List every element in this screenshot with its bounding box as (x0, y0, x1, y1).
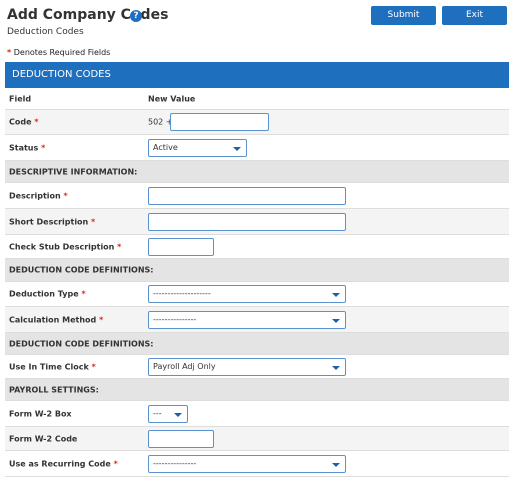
required-mark: * (113, 459, 118, 468)
required-mark: * (81, 289, 86, 299)
label-text: Form W-2 Code (9, 434, 78, 443)
group-header: DEDUCTION CODE DEFINITIONS: (5, 259, 509, 282)
required-mark: * (117, 242, 122, 251)
required-mark: * (41, 143, 46, 152)
group-header: PAYROLL SETTINGS: (5, 379, 509, 401)
form-row: Deduction Type * -------------------- (5, 282, 509, 307)
subtitle: Deduction Codes (7, 27, 84, 37)
exit-button[interactable]: Exit (442, 6, 507, 25)
field-label: Short Description * (9, 217, 95, 226)
text-input[interactable] (148, 212, 346, 231)
label-text: Short Description (9, 217, 89, 226)
required-mark: * (34, 117, 39, 127)
label-text: Use as Recurring Code (9, 459, 111, 468)
label-text: Code (9, 117, 32, 127)
form-row: Form W-2 Box --- (5, 401, 509, 427)
form-row: Description * (5, 183, 509, 209)
select[interactable]: --------------- (148, 454, 346, 473)
group-label: DEDUCTION CODE DEFINITIONS: (9, 339, 154, 348)
field-label: Calculation Method * (9, 315, 103, 324)
field-label: Use as Recurring Code * (9, 459, 118, 468)
select[interactable]: Payroll Adj Only (148, 357, 346, 376)
form-row: Status * Active (5, 135, 509, 161)
text-input[interactable] (148, 186, 346, 205)
form-row: Form W-2 Code (5, 427, 509, 451)
field-label: Form W-2 Box (9, 409, 72, 418)
select[interactable]: --- (148, 404, 188, 423)
field-label: Form W-2 Code (9, 434, 77, 443)
group-header: DESCRIPTIVE INFORMATION: (5, 161, 509, 183)
required-mark: * (91, 362, 96, 371)
column-label: New Value (148, 94, 196, 103)
field-label: Check Stub Description * (9, 242, 121, 251)
label-text: Deduction Type (9, 289, 79, 299)
form-row: Use as Recurring Code * --------------- (5, 451, 509, 477)
form-row: Code * 502 + (5, 110, 509, 135)
text-input[interactable] (170, 113, 269, 131)
label-text: Calculation Method (9, 315, 97, 324)
select[interactable]: Active (148, 138, 247, 157)
form-row: Use In Time Clock * Payroll Adj Only (5, 355, 509, 379)
required-mark: * (91, 217, 96, 226)
label-text: Status (9, 143, 39, 152)
required-mark: * (63, 191, 68, 200)
select[interactable]: --------------- (148, 310, 346, 329)
required-note: * Denotes Required Fields (7, 48, 110, 57)
page-title: Add Company Codes (7, 7, 169, 23)
field-label: Use In Time Clock * (9, 362, 96, 371)
label-text: Description (9, 191, 61, 200)
field-label: Code * (9, 118, 39, 127)
group-header: DEDUCTION CODE DEFINITIONS: (5, 333, 509, 355)
label-text: Use In Time Clock (9, 362, 89, 371)
submit-button[interactable]: Submit (371, 6, 436, 25)
form-row: Check Stub Description * (5, 235, 509, 259)
column-header: Field New Value (5, 88, 509, 110)
field-label: Deduction Type * (9, 290, 86, 299)
group-label: PAYROLL SETTINGS: (9, 385, 99, 394)
field-label: Status * (9, 143, 45, 152)
field-label: Description * (9, 191, 68, 200)
group-label: DEDUCTION CODE DEFINITIONS: (9, 265, 154, 275)
form-row: Short Description * (5, 209, 509, 235)
code-prefix: 502 + (148, 117, 173, 127)
required-mark: * (99, 315, 104, 324)
column-label: Field (9, 94, 32, 103)
text-input[interactable] (148, 429, 214, 448)
help-icon[interactable]: ? (130, 10, 142, 22)
select[interactable]: -------------------- (148, 285, 346, 303)
group-label: DESCRIPTIVE INFORMATION: (9, 167, 138, 176)
text-input[interactable] (148, 237, 214, 256)
section-header: DEDUCTION CODES (5, 62, 509, 88)
note-text: Denotes Required Fields (13, 48, 111, 57)
label-text: Form W-2 Box (9, 409, 72, 418)
form-row: Calculation Method * --------------- (5, 307, 509, 333)
label-text: Check Stub Description (9, 242, 115, 251)
required-mark: * (7, 48, 12, 57)
